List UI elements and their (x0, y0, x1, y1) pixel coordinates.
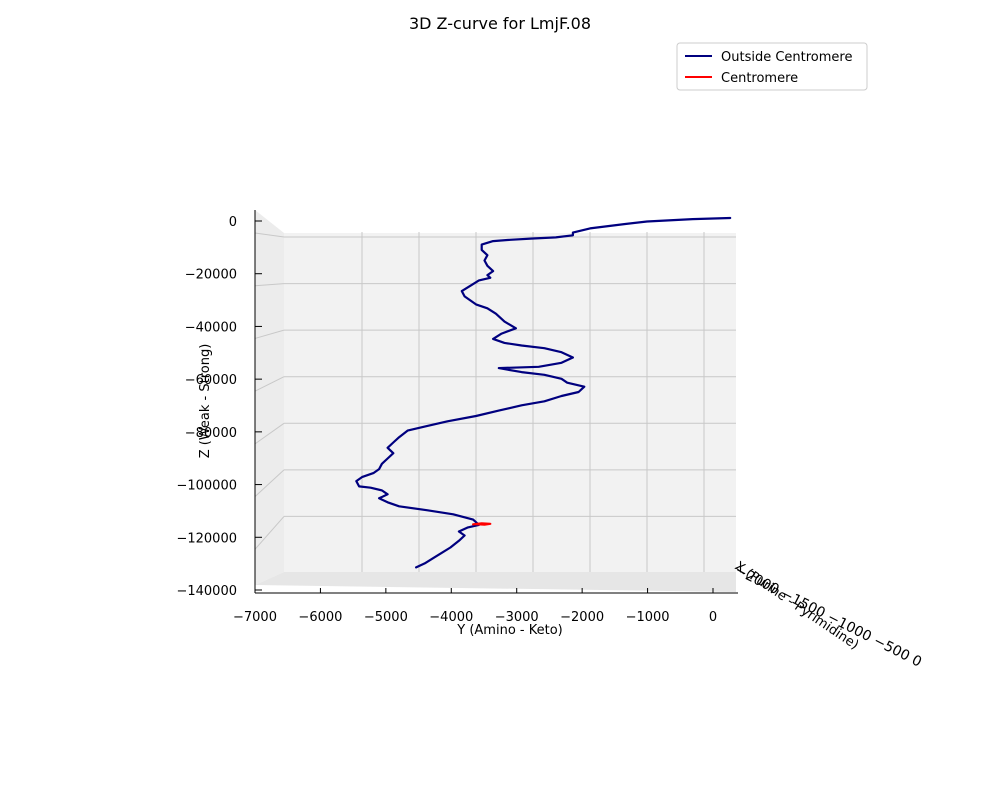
z-tick-label: −40000 (185, 320, 237, 335)
y-tick-label: −2000 (560, 610, 604, 625)
series-line-outside-centromere (355, 216, 732, 569)
z-tick-label: −20000 (185, 268, 237, 283)
z-tick-label: −140000 (176, 584, 237, 599)
legend-frame (676, 42, 868, 91)
z-tick-label: −80000 (185, 426, 237, 441)
grid-side (254, 516, 285, 550)
grid-side (254, 422, 285, 445)
chart-title: 3D Z-curve for LmjF.08 (409, 14, 591, 33)
series-line-centromere (472, 522, 492, 526)
back-pane (284, 233, 736, 572)
grid-side (254, 376, 285, 392)
grid-side (254, 283, 285, 287)
x-axis-line (735, 567, 745, 575)
z-tick-label: 0 (229, 215, 237, 230)
axes-3d (254, 210, 745, 594)
z-tick-label: −60000 (185, 373, 237, 388)
y-tick-label: −1000 (626, 610, 670, 625)
z-axis-ticks: 0 −20000 −40000 −60000 −80000 −100000 −120000 −… (176, 215, 262, 599)
y-tick-label: −4000 (429, 610, 473, 625)
legend-label-centromere: Centromere (721, 71, 798, 86)
grid-side (254, 232, 285, 238)
y-axis-label: Y (Amino - Keto) (456, 623, 562, 638)
y-tick-label: −5000 (364, 610, 408, 625)
legend-label-outside-centromere: Outside Centromere (721, 50, 852, 65)
bottom-pane (255, 572, 736, 592)
legend: Outside Centromere Centromere (676, 42, 868, 91)
grid-side (254, 469, 285, 497)
z-tick-label: −120000 (176, 531, 237, 546)
y-tick-label: −7000 (233, 610, 277, 625)
left-pane (255, 210, 284, 585)
y-tick-label: −6000 (298, 610, 342, 625)
y-tick-label: −3000 (495, 610, 539, 625)
y-tick-label: 0 (709, 610, 717, 625)
z-tick-label: −100000 (176, 479, 237, 494)
grid-side (254, 329, 285, 339)
plot-area (355, 216, 732, 569)
y-axis-ticks: −7000 −6000 −5000 −4000 −3000 −2000 −1000 0 (233, 588, 717, 625)
z-axis-label: Z (Weak - Strong) (198, 344, 213, 459)
